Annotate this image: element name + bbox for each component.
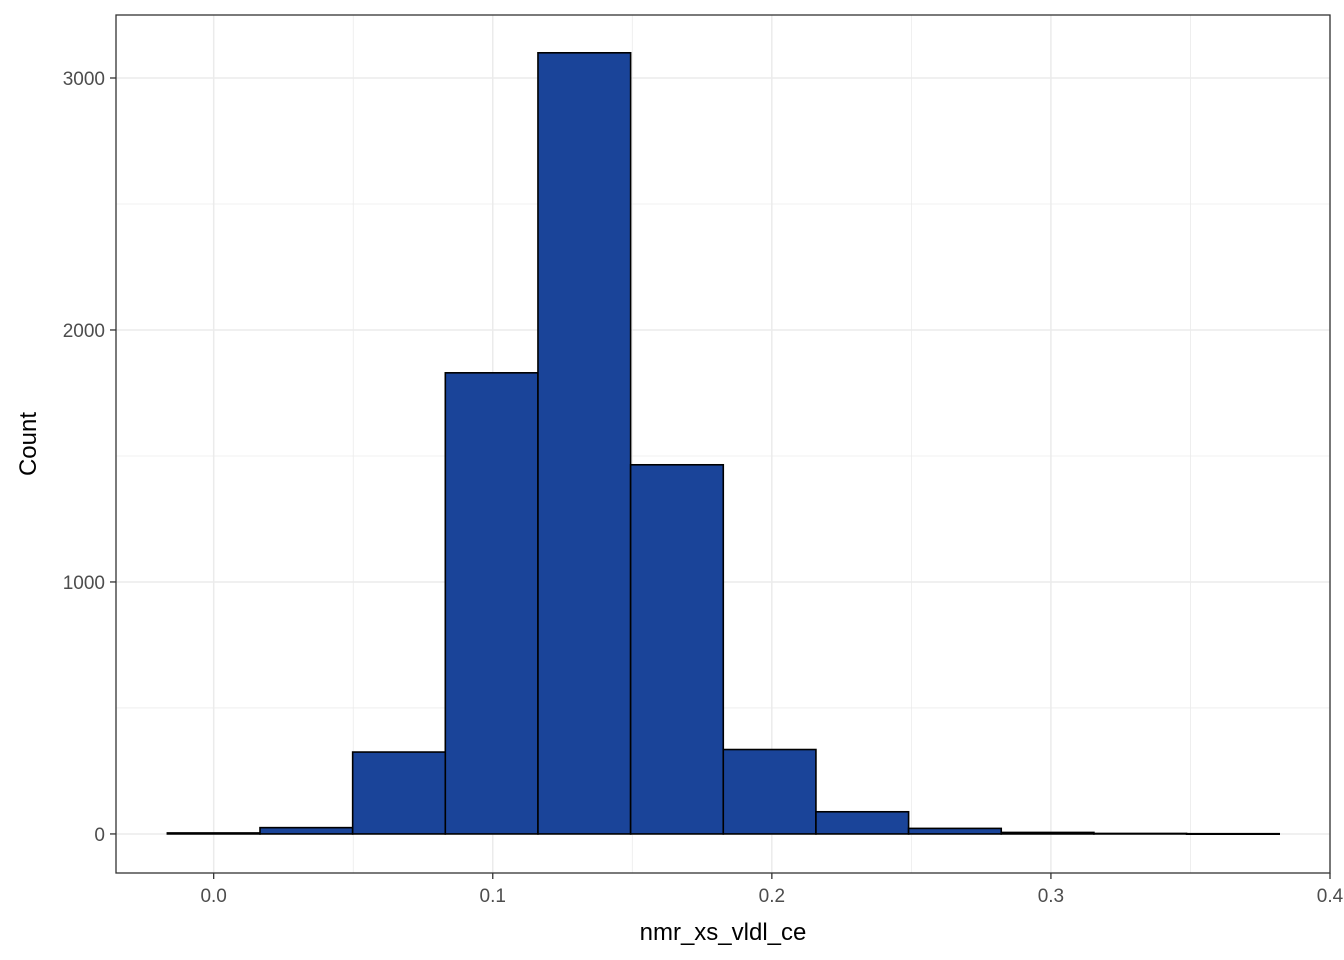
histogram-bar	[351, 751, 447, 835]
x-tick-label: 0.4	[1317, 886, 1344, 907]
histogram-bar	[1185, 832, 1281, 835]
x-tick-label: 0.3	[1038, 886, 1064, 907]
y-tick-label: 1000	[63, 573, 105, 594]
histogram-bar	[166, 832, 261, 835]
histogram-bar	[537, 51, 632, 835]
histogram-bar	[259, 826, 354, 835]
histogram-bar	[629, 463, 725, 835]
y-tick-label: 2000	[63, 321, 105, 342]
x-axis-title: nmr_xs_vldl_ce	[640, 919, 807, 946]
histogram-bar	[907, 827, 1003, 835]
y-axis-title: Count	[15, 412, 42, 476]
x-tick-label: 0.2	[759, 886, 785, 907]
histogram-bar	[815, 810, 910, 835]
x-tick-label: 0.1	[480, 886, 506, 907]
panel-border	[115, 14, 1331, 874]
x-tick-label: 0.0	[200, 886, 226, 907]
histogram-bar	[1000, 831, 1095, 835]
y-tick-label: 3000	[63, 69, 105, 90]
axis-ticks: 0.0 0.1 0.2 0.3 0.4 0 1000 2000 3000	[63, 69, 1344, 907]
y-tick-label: 0	[94, 825, 105, 846]
histogram-bars	[166, 51, 1281, 835]
histogram-bar	[444, 372, 539, 835]
histogram-bar	[1093, 832, 1188, 835]
histogram-bar	[722, 748, 817, 835]
